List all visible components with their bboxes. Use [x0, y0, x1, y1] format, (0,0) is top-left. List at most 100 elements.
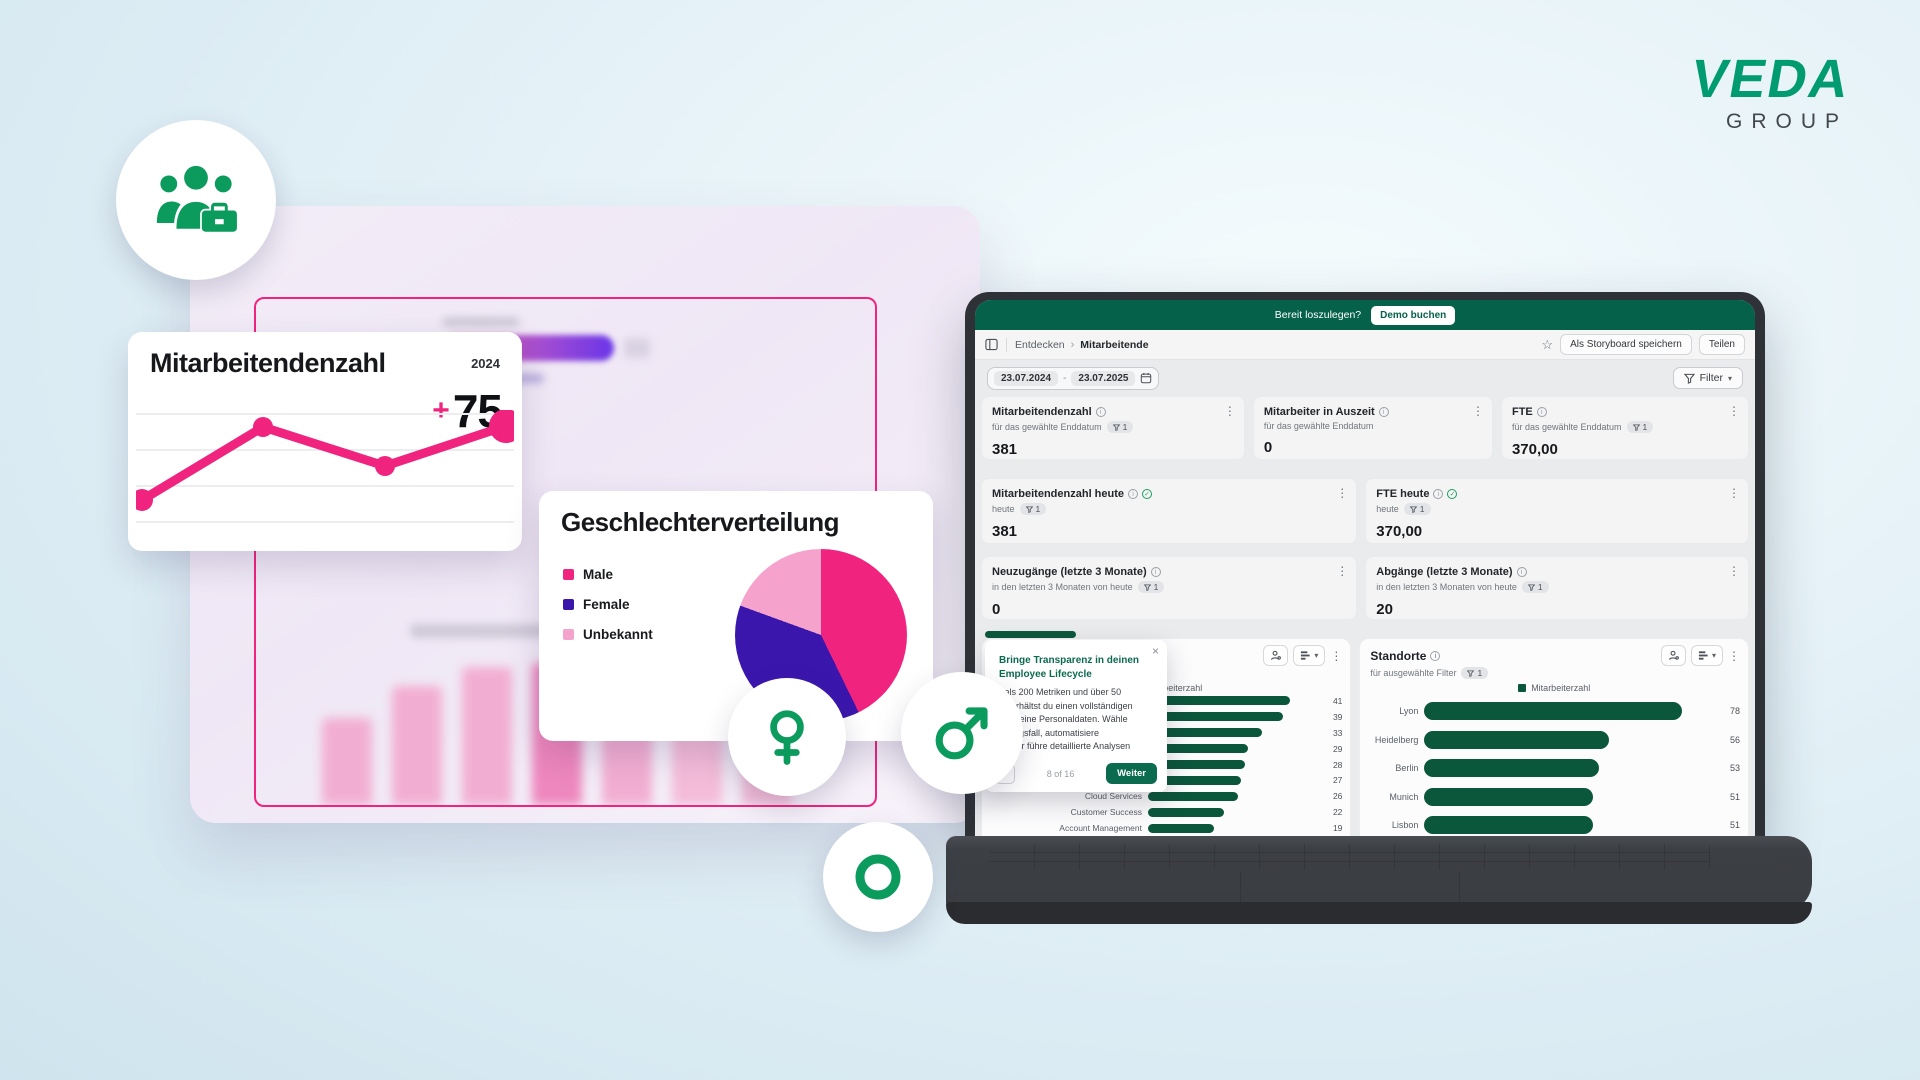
blurred-bar	[322, 718, 372, 805]
app-topbar: Bereit loszulegen? Demo buchen	[975, 300, 1755, 330]
bar-row: Munich 51	[1368, 783, 1740, 812]
bar-label: Cloud Services	[1084, 791, 1142, 802]
bar-row: Cloud Services 26	[990, 788, 1343, 804]
info-icon[interactable]: i	[1128, 489, 1139, 499]
info-icon[interactable]: i	[1378, 407, 1389, 417]
person-breakdown-button[interactable]	[1263, 645, 1289, 666]
bar	[1148, 791, 1238, 801]
kebab-menu-icon[interactable]: ⋮	[1223, 404, 1236, 418]
popup-body-line: ber deine Personaldaten. Wähle	[999, 714, 1128, 724]
bar-label: Account Management	[1059, 823, 1142, 834]
popup-progress-bar	[985, 631, 1076, 638]
female-label: Female	[583, 597, 630, 612]
bar	[1424, 702, 1683, 721]
bar-value: 51	[1729, 791, 1740, 802]
metric-value: 0	[1263, 439, 1273, 456]
popup-pager: 8 of 16	[1046, 768, 1075, 779]
chevron-down-icon: ▾	[1727, 373, 1732, 383]
metric-title: Abgänge (letzte 3 Monate)	[1376, 566, 1513, 578]
bar-value: 39	[1332, 711, 1343, 722]
neutral-gender-icon	[823, 822, 933, 932]
kebab-menu-icon[interactable]: ⋮	[1728, 648, 1740, 663]
veda-logo: VEDA GROUP	[1687, 49, 1856, 134]
demo-buchen-button[interactable]: Demo buchen	[1371, 305, 1456, 325]
filter-count-chip[interactable]: 1	[1626, 421, 1654, 433]
bar-label: Lisbon	[1391, 820, 1419, 831]
bar-chart-icon	[1301, 651, 1311, 660]
sidebar-toggle-icon[interactable]	[985, 338, 998, 351]
kebab-menu-icon[interactable]: ⋮	[1728, 404, 1740, 418]
bar	[1148, 823, 1214, 833]
date-to-chip[interactable]: 23.07.2025	[1071, 370, 1136, 386]
legend-swatch	[1518, 684, 1527, 692]
bar-value: 19	[1332, 823, 1343, 834]
bar-row: Account Management 19	[990, 820, 1342, 836]
info-icon[interactable]: i	[1095, 407, 1106, 417]
bar-chart-icon	[1698, 651, 1708, 660]
date-range-picker[interactable]: 23.07.2024 - 23.07.2025	[987, 366, 1160, 390]
chart-type-button[interactable]: ▾	[1293, 645, 1326, 666]
metric-value: 370,00	[1511, 441, 1558, 458]
funnel-icon	[1527, 583, 1535, 591]
info-icon[interactable]: i	[1433, 489, 1444, 499]
chevron-down-icon: ▾	[1314, 651, 1319, 660]
bar	[1148, 760, 1245, 769]
gender-legend: Male Female Unbekannt	[563, 567, 653, 642]
date-from-chip[interactable]: 23.07.2024	[994, 370, 1059, 386]
bar-row: 33	[990, 725, 1342, 741]
filter-button[interactable]: Filter ▾	[1672, 367, 1743, 389]
info-icon[interactable]: i	[1430, 651, 1441, 661]
gender-distribution-card: Geschlechterverteilung Male Female Unbek…	[539, 491, 933, 741]
metric-value: 0	[992, 601, 1001, 618]
people-group-icon	[116, 120, 276, 280]
filter-count-chip[interactable]: 1	[1403, 503, 1431, 515]
metric-card-abgaenge: Abgänge (letzte 3 Monate) i ⋮ in den letz…	[1365, 556, 1749, 620]
kebab-menu-icon[interactable]: ⋮	[1728, 486, 1740, 500]
close-icon[interactable]: ×	[1151, 644, 1159, 658]
date-separator: -	[1063, 372, 1067, 384]
kebab-menu-icon[interactable]: ⋮	[1336, 564, 1349, 578]
bar	[1148, 712, 1283, 722]
metric-subtitle: heute	[992, 504, 1015, 514]
popup-title: Bringe Transparenz in deinen Employee Li…	[999, 655, 1140, 680]
weiter-button[interactable]: Weiter	[1106, 763, 1157, 784]
standorte-title: Standorte i	[1370, 649, 1441, 663]
breadcrumb-root[interactable]: Entdecken	[1015, 338, 1065, 351]
chart-type-button[interactable]: ▾	[1690, 645, 1723, 666]
laptop-screen: Bereit loszulegen? Demo buchen Entdecken…	[965, 292, 1765, 845]
bar-track	[1424, 787, 1725, 806]
bar-track	[1148, 791, 1328, 801]
bar-label: Lyon	[1399, 706, 1419, 717]
person-breakdown-button[interactable]	[1660, 645, 1686, 666]
favorite-star-icon[interactable]: ☆	[1541, 336, 1554, 352]
chart-legend: Mitarbeiterzahl	[1360, 683, 1748, 693]
unbekannt-swatch	[563, 629, 574, 640]
info-icon[interactable]: i	[1516, 567, 1527, 577]
save-storyboard-button[interactable]: Als Storyboard speichern	[1560, 334, 1692, 355]
metric-value: 381	[992, 523, 1018, 540]
blurred-text-line	[442, 317, 520, 327]
kebab-menu-icon[interactable]: ⋮	[1471, 404, 1484, 418]
filter-count-chip[interactable]: 1	[1521, 581, 1549, 593]
filter-count-chip[interactable]: 1	[1019, 503, 1047, 515]
kebab-menu-icon[interactable]: ⋮	[1336, 486, 1349, 500]
filter-count-chip[interactable]: 1	[1461, 667, 1489, 679]
calendar-icon[interactable]	[1140, 372, 1152, 384]
kebab-menu-icon[interactable]: ⋮	[1728, 564, 1740, 578]
info-icon[interactable]: i	[1536, 407, 1547, 417]
metric-subtitle: heute	[1376, 504, 1399, 514]
legend-item-unbekannt: Unbekannt	[563, 627, 653, 642]
info-icon[interactable]: i	[1150, 567, 1161, 577]
bar-row: Heidelberg 56	[1368, 726, 1740, 755]
topbar-prompt: Bereit loszulegen?	[1274, 309, 1362, 321]
filter-count-chip[interactable]: 1	[1137, 581, 1165, 593]
metric-subtitle: für das gewählte Enddatum	[1511, 422, 1622, 432]
bar-value: 33	[1332, 727, 1343, 738]
share-button[interactable]: Teilen	[1698, 334, 1745, 355]
metric-title: Mitarbeiter in Auszeit	[1263, 406, 1375, 418]
funnel-icon	[1632, 423, 1640, 431]
funnel-icon	[1143, 583, 1151, 591]
filter-count-chip[interactable]: 1	[1106, 421, 1134, 433]
kebab-menu-icon[interactable]: ⋮	[1330, 648, 1343, 663]
